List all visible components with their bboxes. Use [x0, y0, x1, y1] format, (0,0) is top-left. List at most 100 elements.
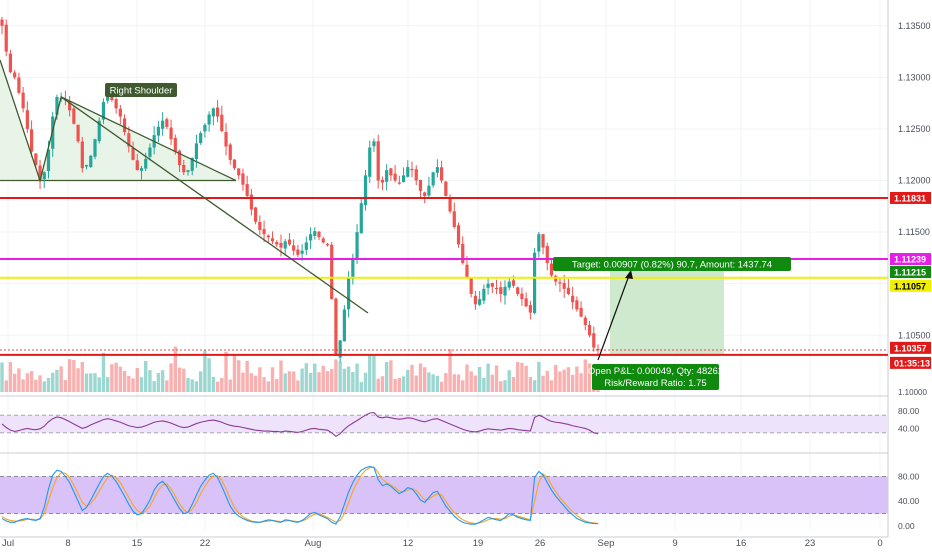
volume-bar: [469, 371, 473, 392]
volume-bar: [76, 368, 80, 392]
volume-bar: [444, 373, 448, 392]
volume-bar: [59, 366, 63, 392]
price-tag-text: 1.11215: [894, 268, 926, 278]
candle-body: [258, 221, 262, 231]
candle-body: [207, 114, 211, 125]
candle-body: [118, 108, 122, 117]
volume-bar: [84, 373, 89, 392]
volume-bar: [537, 361, 541, 392]
candle-body: [101, 102, 106, 120]
candle-body: [245, 184, 249, 196]
volume-bar: [532, 380, 537, 392]
risk-reward-label: Risk/Reward Ratio: 1.75: [604, 378, 706, 389]
candle-body: [363, 175, 368, 205]
price-tag-bg: [890, 253, 931, 266]
candle-body: [313, 231, 317, 236]
candle-body: [461, 244, 465, 264]
candlestick-series[interactable]: [0, 16, 600, 363]
stochastic-panel[interactable]: [0, 465, 888, 525]
candle-body: [444, 181, 448, 196]
candle-body: [583, 317, 587, 325]
candle-body: [596, 348, 600, 351]
volume-bar: [321, 365, 325, 392]
candle-body: [80, 141, 84, 169]
candle-body: [372, 141, 376, 147]
volume-bar: [198, 371, 203, 392]
time-tick-label: Sep: [598, 538, 615, 549]
volume-bar: [29, 371, 34, 392]
candle-body: [418, 180, 423, 191]
volume-bar: [177, 367, 182, 392]
volume-bar: [461, 380, 465, 392]
rsi-tick-label: 80.00: [898, 406, 920, 416]
candle-body: [308, 234, 313, 241]
volume-bar: [38, 375, 42, 392]
candle-body: [414, 169, 418, 181]
candle-body: [592, 333, 596, 348]
volume-bar: [503, 380, 507, 392]
volume-bar: [203, 350, 207, 392]
volume-bar: [93, 373, 97, 392]
candle-body: [532, 252, 537, 314]
candle-body: [254, 207, 258, 222]
volume-bar: [380, 376, 385, 392]
candle-body: [520, 293, 524, 300]
candle-body: [355, 232, 359, 260]
volume-bar: [114, 362, 118, 392]
candle-body: [456, 225, 461, 245]
candle-body: [452, 211, 456, 227]
volume-bar: [570, 374, 575, 392]
drawing-tools[interactable]: [0, 59, 633, 361]
volume-bar: [34, 379, 38, 392]
volume-bar: [186, 378, 190, 392]
candle-body: [423, 192, 427, 196]
candle-body: [486, 283, 490, 288]
candle-body: [17, 77, 21, 93]
candle-body: [165, 119, 169, 127]
volume-bar: [97, 377, 101, 392]
volume-bar: [422, 367, 427, 392]
candle-body: [528, 305, 532, 313]
volume-bar: [182, 368, 186, 392]
candle-body: [72, 108, 76, 124]
candle-body: [68, 101, 72, 111]
volume-bar: [579, 373, 583, 392]
candle-body: [490, 283, 494, 287]
volume-bar: [346, 366, 351, 392]
pattern-outline: [0, 59, 237, 183]
candle-body: [144, 158, 148, 169]
volume-bar: [67, 359, 72, 392]
rsi-panel[interactable]: [0, 411, 888, 437]
stoch-tick-label: 80.00: [898, 471, 920, 481]
candle-body: [304, 242, 308, 250]
volume-bar: [330, 369, 334, 392]
time-tick-label: 19: [473, 538, 484, 549]
candle-body: [224, 132, 228, 147]
candle-body: [199, 133, 203, 144]
volume-bar: [368, 354, 372, 392]
candle-body: [469, 277, 473, 294]
volume-bar: [317, 372, 321, 392]
time-tick-label: 22: [200, 538, 211, 549]
volume-bar: [549, 380, 554, 392]
candle-body: [435, 167, 439, 173]
candle-body: [275, 242, 279, 245]
target-label-bg: [553, 257, 791, 271]
candle-body: [215, 107, 220, 117]
volume-bar: [122, 370, 127, 392]
candle-body: [97, 120, 101, 142]
candle-body: [156, 126, 160, 136]
price-tag-bg: [890, 356, 931, 369]
volume-bar: [245, 360, 249, 392]
volume-bar: [232, 355, 237, 392]
volume-bar: [296, 380, 300, 392]
volume-bar: [127, 375, 131, 392]
candle-body: [410, 168, 414, 171]
volume-bar: [131, 378, 135, 392]
candle-body: [38, 165, 42, 181]
projection-arrow: [597, 269, 632, 361]
horizontal-levels[interactable]: [0, 196, 888, 356]
candle-body: [321, 238, 325, 243]
